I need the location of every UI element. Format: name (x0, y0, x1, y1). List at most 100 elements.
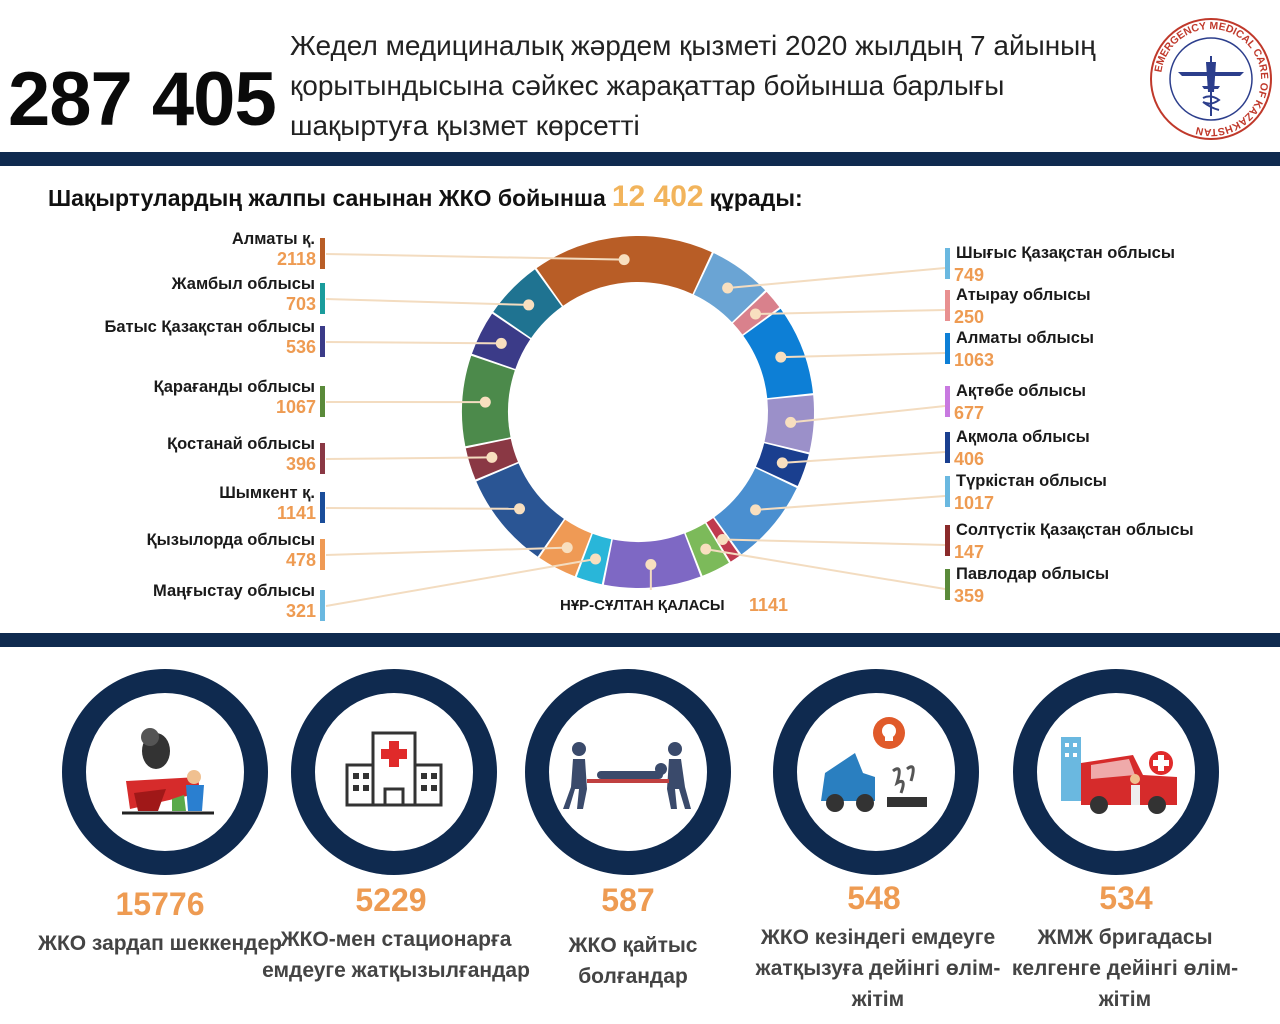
stat-circle-injured (62, 669, 268, 875)
rta-donut-chart (325, 235, 946, 607)
label-name-right-7: Павлодар облысы (956, 565, 1110, 583)
leader-line-left-1 (325, 298, 529, 306)
segment-dot-12 (514, 503, 526, 515)
segment-dot-1 (722, 282, 734, 294)
label-tick-right-5 (945, 476, 950, 507)
stat-desc-before-brigade: ЖМЖ бригадасы келгенге дейінгі өлім-жіті… (1011, 926, 1239, 1011)
label-name-left-0: Алматы қ. (231, 230, 315, 248)
label-name-left-1: Жамбыл облысы (171, 275, 315, 293)
stat-circle-prehospital-deaths (773, 669, 979, 875)
leader-line-right-3 (790, 405, 946, 424)
label-name-left-4: Қостанай облысы (167, 435, 315, 453)
segment-dot-2 (750, 308, 762, 320)
stat-number-before-brigade: 534 (1099, 880, 1153, 916)
label-name-right-6: Солтүстік Қазақстан облысы (956, 521, 1194, 539)
segment-dot-3 (775, 351, 787, 363)
label-name-right-2: Алматы облысы (956, 329, 1095, 347)
label-tick-left-1 (320, 283, 325, 314)
hospital-icon (345, 731, 443, 807)
bottom-label-name: НҰР-СҰЛТАН ҚАЛАСЫ (560, 597, 725, 614)
label-name-right-4: Ақмола облысы (956, 428, 1090, 446)
label-tick-left-4 (320, 443, 325, 474)
label-name-left-3: Қарағанды облысы (153, 378, 315, 396)
label-value-right-7: 359 (954, 586, 985, 606)
stat-circle-hospitalized (291, 669, 497, 875)
label-value-right-5: 1017 (954, 493, 995, 513)
stat-desc-deaths: ЖКО қайтыс болғандар (568, 934, 698, 988)
label-name-left-6: Қызылорда облысы (146, 531, 315, 549)
label-value-left-5: 1141 (276, 503, 316, 523)
crash-danger-icon (821, 717, 927, 812)
total-calls-number: 287 405 (8, 57, 277, 142)
label-tick-right-7 (945, 569, 950, 600)
segment-dot-0 (618, 254, 630, 266)
middle-divider (0, 633, 1280, 647)
label-value-left-1: 703 (285, 294, 316, 314)
label-tick-right-0 (945, 248, 950, 279)
leader-line-right-0 (727, 267, 946, 290)
label-value-left-2: 536 (285, 337, 316, 357)
bottom-label-value: 1141 (749, 595, 789, 615)
rta-total-highlight: 12 402 (611, 180, 704, 213)
label-value-left-0: 2118 (276, 249, 316, 269)
label-value-right-1: 250 (954, 307, 985, 327)
label-value-right-6: 147 (954, 542, 985, 562)
header-line-3: шақыртуға қызмет көрсетті (290, 110, 640, 141)
stat-desc-hospitalized: ЖКО-мен стационарға емдеуге жатқызылғанд… (262, 928, 530, 982)
segment-dot-11 (561, 542, 573, 554)
leader-line-right-5 (755, 495, 946, 511)
label-name-right-5: Түркістан облысы (956, 472, 1107, 490)
label-name-left-5: Шымкент қ. (219, 484, 315, 502)
leader-line-right-4 (782, 451, 946, 464)
label-tick-left-0 (320, 238, 325, 269)
header-description: Жедел медициналық жәрдем қызметі 2020 жы… (290, 26, 1160, 146)
segment-dot-16 (523, 299, 535, 311)
stretcher-icon (563, 742, 691, 809)
top-divider (0, 152, 1280, 166)
label-tick-left-6 (320, 539, 325, 570)
leader-line-left-5 (325, 507, 520, 510)
stat-desc-prehospital-deaths: ЖКО кезіндегі емдеуге жатқызуға дейінгі … (755, 926, 1001, 1011)
leader-line-left-2 (325, 341, 502, 345)
label-value-left-4: 396 (285, 454, 316, 474)
label-tick-right-6 (945, 525, 950, 556)
label-name-right-1: Атырау облысы (956, 286, 1091, 304)
label-tick-right-4 (945, 432, 950, 463)
label-tick-left-7 (320, 590, 325, 621)
leader-line-right-6 (722, 538, 946, 546)
car-accident-icon (122, 728, 214, 815)
label-name-right-0: Шығыс Қазақстан облысы (956, 244, 1175, 262)
label-name-left-2: Батыс Қазақстан облысы (104, 318, 315, 336)
label-value-right-2: 1063 (954, 350, 995, 370)
label-name-right-3: Ақтөбе облысы (956, 382, 1086, 400)
label-value-left-3: 1067 (275, 397, 316, 417)
stat-number-injured: 15776 (115, 886, 205, 922)
label-value-left-6: 478 (285, 550, 316, 570)
segment-dot-5 (776, 457, 788, 469)
leader-line-left-7 (325, 558, 596, 607)
segment-dot-9 (645, 558, 657, 570)
segment-dot-14 (479, 396, 491, 408)
segment-dot-6 (750, 504, 762, 516)
stat-circle-before-brigade (1013, 669, 1219, 875)
label-tick-left-3 (320, 386, 325, 417)
label-tick-left-5 (320, 492, 325, 523)
leader-line-right-7 (705, 548, 946, 590)
leader-line-left-0 (325, 253, 625, 261)
leader-line-left-6 (325, 546, 568, 556)
label-tick-left-2 (320, 326, 325, 357)
segment-dot-4 (785, 416, 797, 428)
ambulance-icon (1061, 737, 1177, 814)
stat-circle-deaths (525, 669, 731, 875)
stat-number-hospitalized: 5229 (355, 882, 427, 918)
donut-segment-0 (536, 235, 712, 306)
leader-line-left-4 (325, 456, 492, 460)
label-name-left-7: Маңғыстау облысы (153, 582, 315, 600)
segment-dot-10 (590, 553, 602, 565)
stat-number-prehospital-deaths: 548 (847, 880, 901, 916)
label-value-right-3: 677 (954, 403, 985, 423)
leader-line-right-2 (780, 352, 946, 359)
emergency-medical-care-logo: EMERGENCY MEDICAL CARE OF KAZAKHSTAN (1150, 18, 1272, 140)
chart-subtitle: Шақыртулардың жалпы санынан ЖКО бойынша 1… (48, 180, 803, 213)
label-value-right-0: 749 (954, 265, 985, 285)
